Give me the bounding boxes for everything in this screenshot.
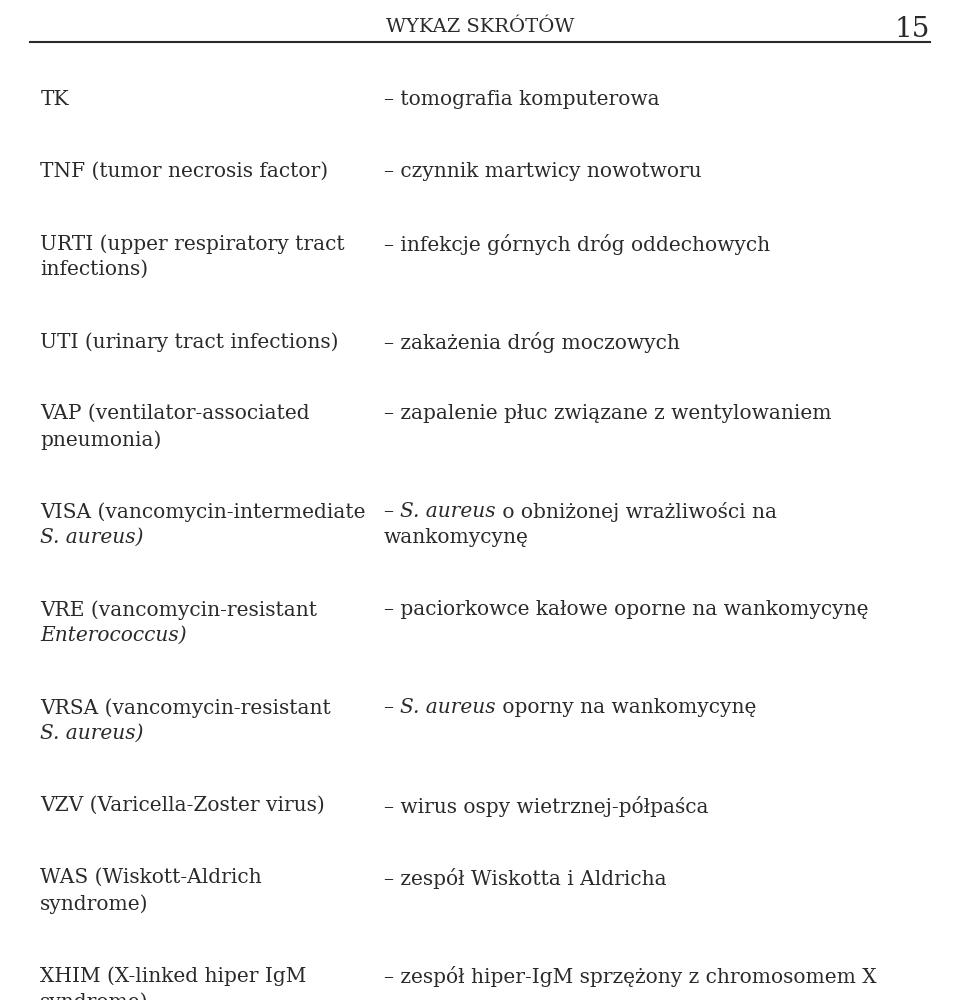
Text: VAP (ventilator-associated: VAP (ventilator-associated <box>40 404 310 423</box>
Text: URTI (upper respiratory tract: URTI (upper respiratory tract <box>40 234 345 254</box>
Text: – zakażenia dróg moczowych: – zakażenia dróg moczowych <box>384 332 680 353</box>
Text: syndrome): syndrome) <box>40 894 149 914</box>
Text: S. aureus: S. aureus <box>400 502 496 521</box>
Text: WAS (Wiskott-Aldrich: WAS (Wiskott-Aldrich <box>40 868 262 887</box>
Text: VZV (Varicella-Zoster virus): VZV (Varicella-Zoster virus) <box>40 796 325 815</box>
Text: –: – <box>384 698 400 717</box>
Text: syndrome): syndrome) <box>40 992 149 1000</box>
Text: – zapalenie płuc związane z wentylowaniem: – zapalenie płuc związane z wentylowanie… <box>384 404 831 423</box>
Text: TNF (tumor necrosis factor): TNF (tumor necrosis factor) <box>40 162 328 181</box>
Text: o obniżonej wrażliwości na: o obniżonej wrażliwości na <box>496 502 777 522</box>
Text: infections): infections) <box>40 260 149 279</box>
Text: WYKAZ SKRÓTÓW: WYKAZ SKRÓTÓW <box>386 18 574 36</box>
Text: S. aureus): S. aureus) <box>40 724 144 743</box>
Text: S. aureus: S. aureus <box>400 698 496 717</box>
Text: – tomografia komputerowa: – tomografia komputerowa <box>384 90 660 109</box>
Text: S. aureus): S. aureus) <box>40 528 144 547</box>
Text: VRE (vancomycin-resistant: VRE (vancomycin-resistant <box>40 600 318 620</box>
Text: – infekcje górnych dróg oddechowych: – infekcje górnych dróg oddechowych <box>384 234 770 255</box>
Text: –: – <box>384 502 400 521</box>
Text: TK: TK <box>40 90 69 109</box>
Text: VISA (vancomycin-intermediate: VISA (vancomycin-intermediate <box>40 502 366 522</box>
Text: VRSA (vancomycin-resistant: VRSA (vancomycin-resistant <box>40 698 331 718</box>
Text: wankomycynę: wankomycynę <box>384 528 529 547</box>
Text: – zespół hiper-IgM sprzężony z chromosomem X: – zespół hiper-IgM sprzężony z chromosom… <box>384 966 876 987</box>
Text: UTI (urinary tract infections): UTI (urinary tract infections) <box>40 332 339 352</box>
Text: – czynnik martwicy nowotworu: – czynnik martwicy nowotworu <box>384 162 702 181</box>
Text: 15: 15 <box>895 16 930 43</box>
Text: – wirus ospy wietrznej-półpaśca: – wirus ospy wietrznej-półpaśca <box>384 796 708 817</box>
Text: – paciorkowce kałowe oporne na wankomycynę: – paciorkowce kałowe oporne na wankomycy… <box>384 600 869 619</box>
Text: pneumonia): pneumonia) <box>40 430 161 450</box>
Text: XHIM (X-linked hiper IgM: XHIM (X-linked hiper IgM <box>40 966 306 986</box>
Text: Enterococcus): Enterococcus) <box>40 626 187 645</box>
Text: oporny na wankomycynę: oporny na wankomycynę <box>496 698 756 717</box>
Text: – zespół Wiskotta i Aldricha: – zespół Wiskotta i Aldricha <box>384 868 666 889</box>
